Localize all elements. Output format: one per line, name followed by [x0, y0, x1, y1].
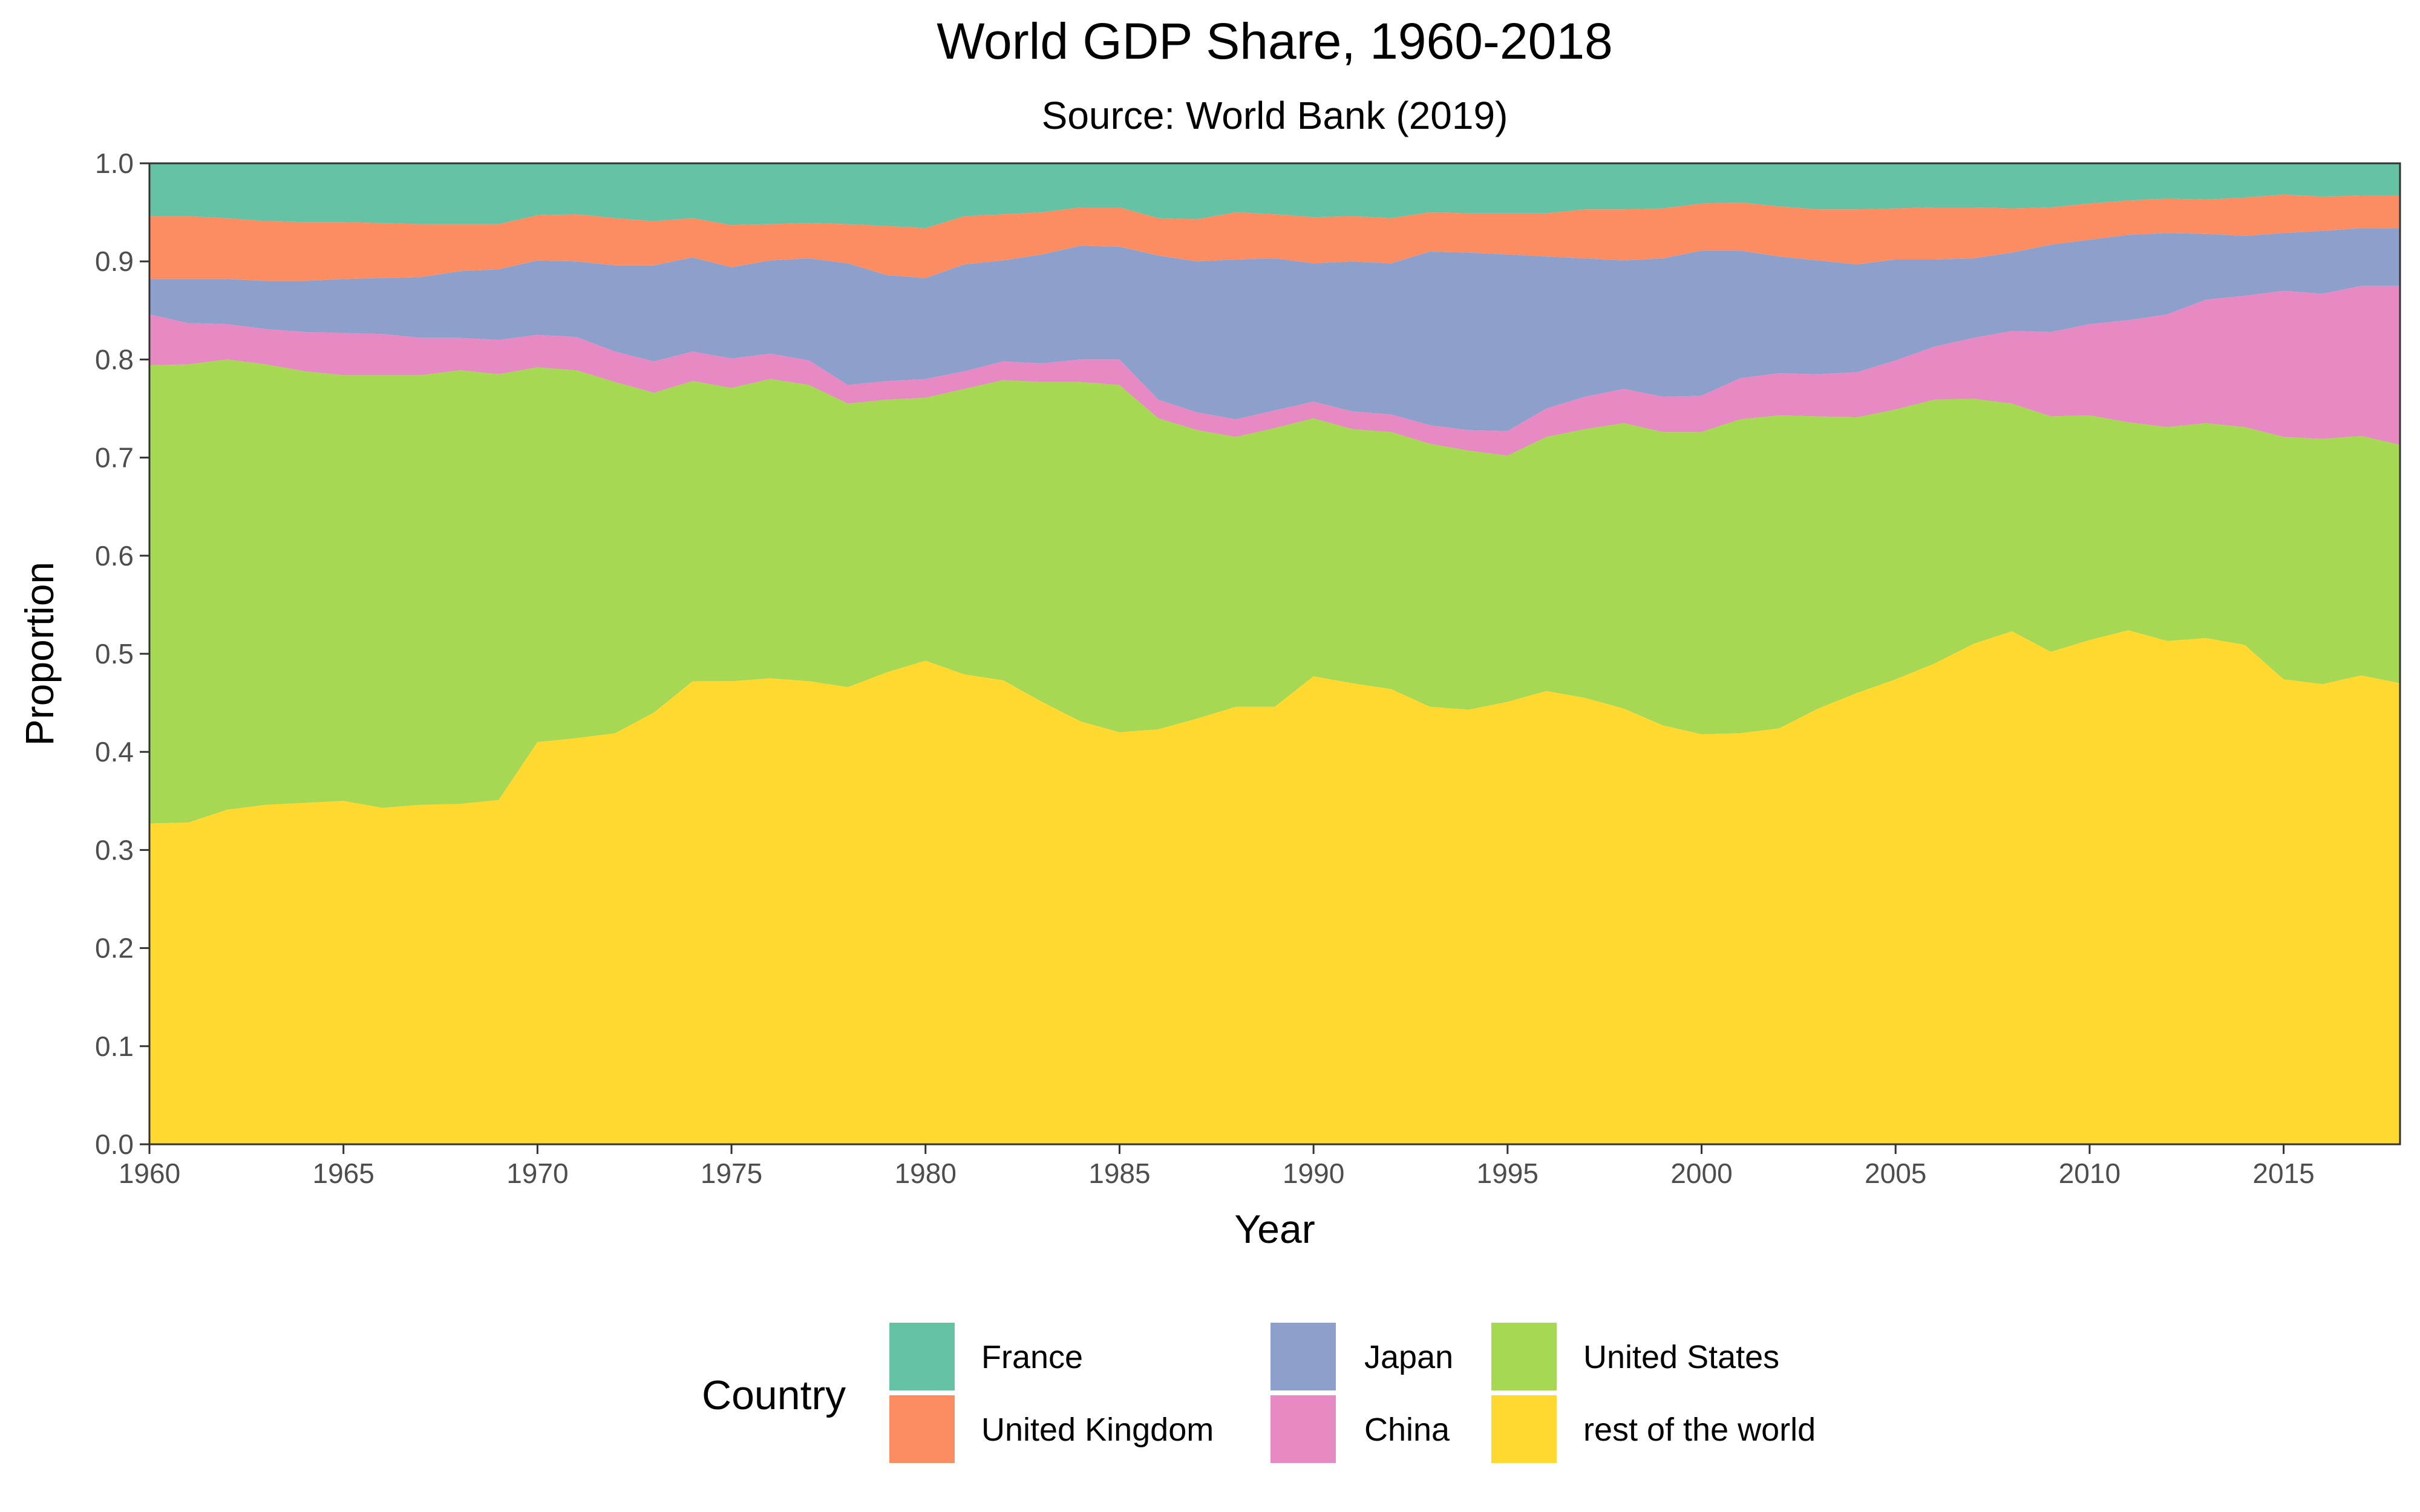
x-tick-label: 1965 [313, 1158, 374, 1189]
legend-key-france [889, 1323, 955, 1390]
y-tick-label: 1.0 [95, 148, 134, 179]
y-tick-label: 0.3 [95, 834, 134, 865]
area-united-states [149, 359, 2400, 824]
y-tick-label: 0.1 [95, 1031, 134, 1062]
legend-key-japan [1270, 1323, 1336, 1390]
y-tick-label: 0.5 [95, 638, 134, 670]
legend-key-rest-of-the-world [1491, 1395, 1557, 1463]
legend-key-united-states [1491, 1323, 1557, 1390]
x-axis-title: Year [1234, 1207, 1315, 1251]
y-axis: 0.0 0.1 0.2 0.3 0.4 0.5 0.6 0.7 0.8 0.9 1.0 [95, 148, 149, 1160]
y-tick-label: 0.9 [95, 246, 134, 277]
legend-key-china [1270, 1395, 1336, 1463]
x-tick-label: 2010 [2059, 1158, 2121, 1189]
chart-subtitle: Source: World Bank (2019) [1042, 94, 1508, 137]
x-tick-label: 1960 [119, 1158, 180, 1189]
y-tick-label: 0.4 [95, 736, 134, 767]
legend-label-rest-of-the-world: rest of the world [1583, 1412, 1816, 1448]
area-china [149, 285, 2400, 456]
legend-label-united-kingdom: United Kingdom [981, 1412, 1214, 1448]
legend-label-china: China [1364, 1412, 1450, 1448]
area-japan [149, 228, 2400, 431]
area-layers [149, 163, 2400, 1144]
x-tick-label: 2000 [1670, 1158, 1732, 1189]
y-tick-label: 0.7 [95, 442, 134, 474]
y-tick-label: 0.8 [95, 344, 134, 375]
y-tick-label: 0.2 [95, 933, 134, 964]
area-united-kingdom [149, 194, 2400, 281]
y-tick-label: 0.6 [95, 540, 134, 572]
x-tick-label: 2005 [1865, 1158, 1926, 1189]
x-tick-label: 1970 [506, 1158, 568, 1189]
legend-key-united-kingdom [889, 1395, 955, 1463]
x-axis: 1960 1965 1970 1975 1980 1985 1990 1995 2000 2005… [119, 1144, 2315, 1189]
x-tick-label: 1985 [1088, 1158, 1150, 1189]
y-axis-title: Proportion [17, 562, 62, 746]
x-tick-label: 1975 [701, 1158, 762, 1189]
x-tick-label: 1990 [1283, 1158, 1344, 1189]
x-tick-label: 1980 [895, 1158, 957, 1189]
area-rest-of-the-world [149, 630, 2400, 1144]
legend-title: Country [702, 1372, 846, 1418]
chart-title: World GDP Share, 1960-2018 [937, 13, 1613, 70]
x-tick-label: 1995 [1477, 1158, 1539, 1189]
area-france [149, 163, 2400, 229]
legend: Country France United Kingdom Japan China Un… [702, 1323, 1816, 1463]
x-tick-label: 2015 [2252, 1158, 2314, 1189]
legend-label-united-states: United States [1583, 1339, 1779, 1375]
legend-label-france: France [981, 1339, 1083, 1375]
legend-label-japan: Japan [1364, 1339, 1453, 1375]
y-tick-label: 0.0 [95, 1129, 134, 1160]
